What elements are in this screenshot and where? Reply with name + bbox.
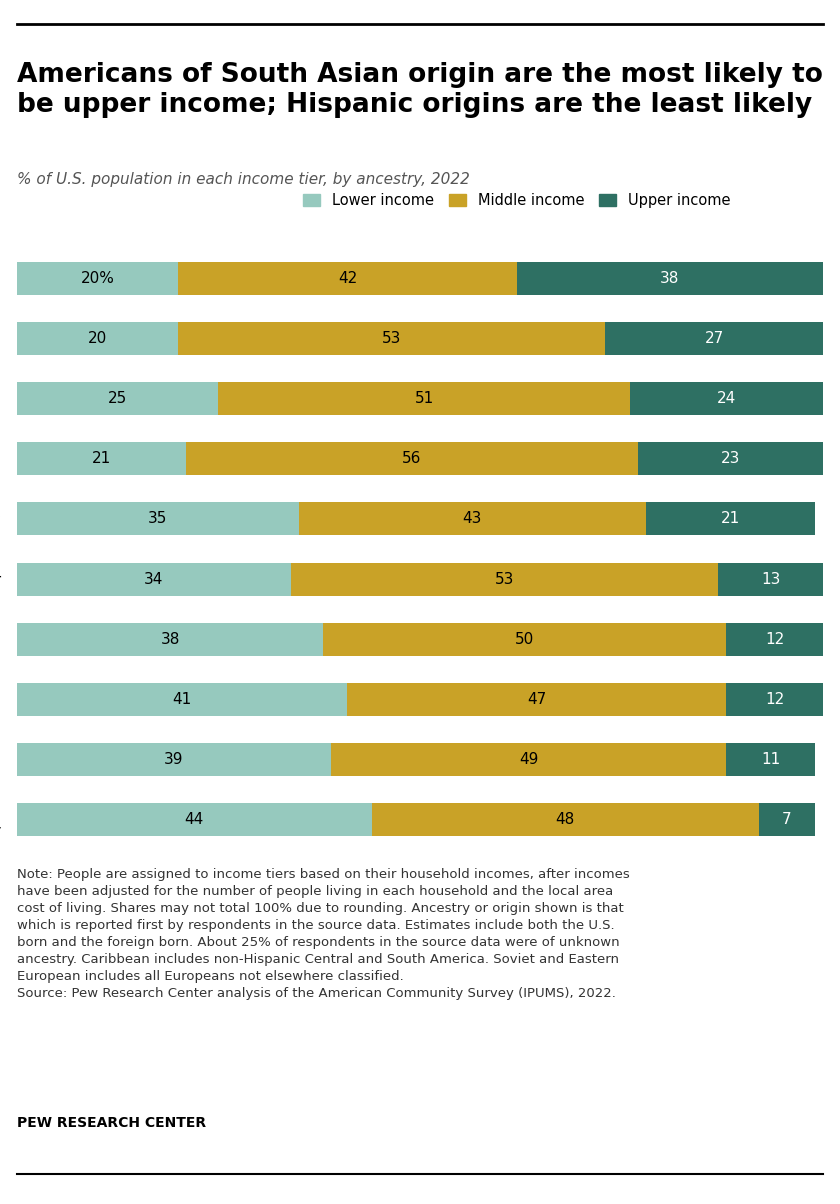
Bar [178,261,517,295]
Text: 51: 51 [414,391,433,406]
Text: 13: 13 [761,572,780,586]
Text: 41: 41 [172,692,192,707]
Text: 7: 7 [782,813,792,827]
Text: % of U.S. population in each income tier, by ancestry, 2022: % of U.S. population in each income tier… [17,172,470,188]
Text: 38: 38 [160,632,180,647]
Bar [727,683,823,716]
Bar [17,382,218,415]
Bar [17,502,299,536]
Text: 39: 39 [165,752,184,767]
Text: 38: 38 [660,271,680,285]
Text: 12: 12 [765,632,785,647]
Bar [371,803,759,837]
Bar [17,261,178,295]
Text: 12: 12 [765,692,785,707]
Text: 48: 48 [555,813,575,827]
Bar [630,382,823,415]
Bar [606,321,823,355]
Bar [331,743,727,777]
Text: 56: 56 [402,452,422,466]
Bar [727,743,815,777]
Text: 21: 21 [92,452,111,466]
Bar [299,502,646,536]
Bar [517,261,823,295]
Text: 49: 49 [519,752,538,767]
Bar [759,803,815,837]
Legend: Lower income, Middle income, Upper income: Lower income, Middle income, Upper incom… [303,193,731,208]
Text: 47: 47 [528,692,547,707]
Text: 53: 53 [495,572,514,586]
Bar [17,803,371,837]
Text: PEW RESEARCH CENTER: PEW RESEARCH CENTER [17,1116,206,1131]
Text: 42: 42 [338,271,357,285]
Text: 27: 27 [705,331,724,346]
Text: 24: 24 [717,391,736,406]
Text: 53: 53 [382,331,402,346]
Text: 23: 23 [721,452,740,466]
Bar [727,622,823,656]
Bar [718,562,823,596]
Bar [348,683,727,716]
Text: Note: People are assigned to income tiers based on their household incomes, afte: Note: People are assigned to income tier… [17,868,629,1001]
Text: 34: 34 [144,572,164,586]
Bar [17,321,178,355]
Text: 21: 21 [721,512,740,526]
Text: 50: 50 [515,632,534,647]
Bar [323,622,727,656]
Bar [218,382,630,415]
Text: 44: 44 [185,813,204,827]
Bar [638,442,823,476]
Bar [17,562,291,596]
Text: 11: 11 [761,752,780,767]
Bar [17,743,331,777]
Bar [646,502,815,536]
Text: 35: 35 [148,512,168,526]
Text: 25: 25 [108,391,127,406]
Bar [291,562,718,596]
Text: 20: 20 [88,331,107,346]
Bar [186,442,638,476]
Text: Americans of South Asian origin are the most likely to
be upper income; Hispanic: Americans of South Asian origin are the … [17,63,822,118]
Bar [17,683,348,716]
Bar [17,622,323,656]
Text: 43: 43 [463,512,482,526]
Text: 20%: 20% [81,271,114,285]
Bar [17,442,186,476]
Bar [178,321,606,355]
